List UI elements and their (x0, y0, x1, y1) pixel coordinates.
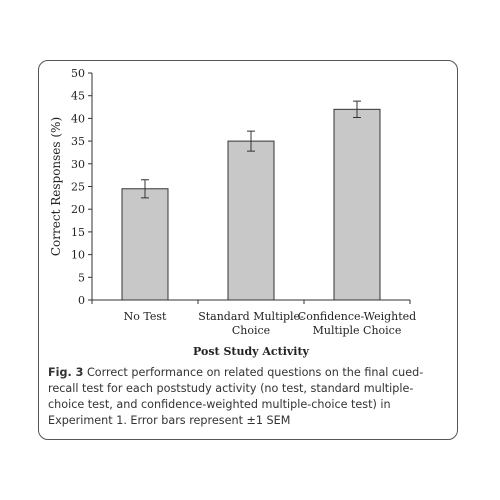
category-label: Multiple Choice (313, 324, 402, 337)
bar (121, 188, 169, 301)
error-bar (247, 130, 255, 152)
y-tick-label: 15 (71, 226, 85, 239)
x-axis-title: Post Study Activity (193, 345, 309, 358)
y-axis-ticks: 0 5 10 15 20 25 30 35 40 45 50 (71, 67, 92, 307)
error-bar (141, 179, 149, 199)
category-label: No Test (124, 310, 167, 323)
category-label: Standard Multiple- (198, 310, 304, 323)
caption-text: Correct performance on related questions… (48, 366, 424, 427)
y-axis-title: Correct Responses (%) (49, 117, 63, 256)
bars (91, 100, 411, 304)
bar (227, 140, 275, 301)
figure-caption: Fig. 3 Correct performance on related qu… (48, 365, 448, 429)
figure-label: Fig. 3 (48, 366, 84, 379)
bar (333, 108, 381, 301)
y-tick-label: 20 (71, 203, 85, 216)
error-bar (353, 100, 361, 118)
y-tick-label: 5 (78, 271, 85, 284)
y-tick-label: 0 (78, 294, 85, 307)
y-tick-label: 50 (71, 67, 85, 80)
category-label: Choice (232, 324, 270, 337)
category-label: Confidence-Weighted (298, 310, 416, 323)
y-tick-label: 10 (71, 249, 85, 262)
y-tick-label: 25 (71, 181, 85, 194)
y-tick-label: 35 (71, 135, 85, 148)
bar-chart: 0 5 10 15 20 25 30 35 40 45 50 No Test Standard Mul… (49, 67, 417, 358)
y-tick-label: 40 (71, 112, 85, 125)
category-labels: No Test Standard Multiple-Choice Confidenc… (124, 310, 417, 337)
y-tick-label: 30 (71, 158, 85, 171)
y-tick-label: 45 (71, 90, 85, 103)
